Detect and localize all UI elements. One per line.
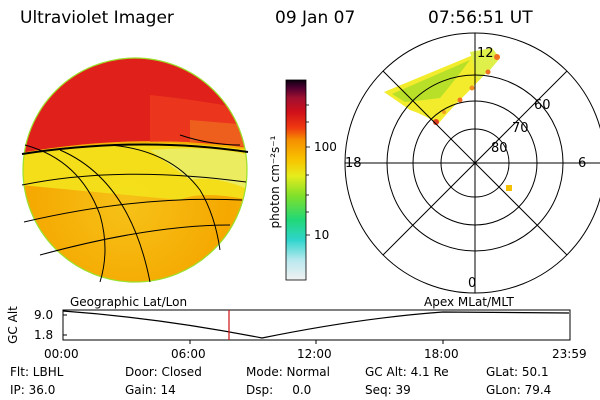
timeline-y-label: GC Alt xyxy=(5,306,20,344)
earth-disk-image xyxy=(23,58,247,282)
polar-mlt-0: 0 xyxy=(468,276,477,291)
polar-marker xyxy=(506,185,512,191)
timeline-left-title: Geographic Lat/Lon xyxy=(70,295,188,309)
info-mode: Mode: Normal xyxy=(246,365,330,379)
terminator-line xyxy=(21,143,249,155)
app-title: Ultraviolet Imager xyxy=(20,8,174,28)
colorbar-tick-100: 100 xyxy=(314,140,337,154)
date-label: 09 Jan 07 xyxy=(275,8,356,28)
altitude-curve xyxy=(62,310,570,339)
timeline-x-tick-0: 00:00 xyxy=(44,347,79,361)
info-seq: Seq: 39 xyxy=(365,383,411,397)
info-filter: Flt: LBHL xyxy=(10,365,64,379)
timeline-x-tick-3: 18:00 xyxy=(424,347,459,361)
polar-lat-80: 80 xyxy=(491,141,508,156)
info-ip: IP: 36.0 xyxy=(10,383,56,397)
info-glat: GLat: 50.1 xyxy=(486,365,549,379)
timeline-x-tick-1: 06:00 xyxy=(171,347,206,361)
info-gain: Gain: 14 xyxy=(125,383,176,397)
info-dsp: Dsp: 0.0 xyxy=(246,383,312,397)
info-door: Door: Closed xyxy=(125,365,202,379)
geo-grid xyxy=(21,134,247,283)
colorbar-tick-10: 10 xyxy=(314,228,330,242)
timeline-ticks xyxy=(63,314,444,344)
polar-auroral-image xyxy=(384,48,500,125)
time-label: 07:56:51 UT xyxy=(428,8,533,28)
polar-lat-60: 60 xyxy=(534,98,551,113)
timeline-right-title: Apex MLat/MLT xyxy=(424,295,514,309)
timeline-y-tick-bottom: 1.8 xyxy=(34,328,54,342)
info-gc-alt: GC Alt: 4.1 Re xyxy=(365,365,449,379)
info-glon: GLon: 79.4 xyxy=(486,383,552,397)
polar-mlt-18: 18 xyxy=(345,156,362,171)
polar-grid xyxy=(344,32,600,294)
polar-lat-70: 70 xyxy=(512,121,529,136)
timeline-y-tick-top: 9.0 xyxy=(34,308,54,322)
disk-limb xyxy=(22,57,248,283)
timeline-x-tick-4: 23:59 xyxy=(552,347,587,361)
colorbar-unit-label: photon cm⁻²s⁻¹ xyxy=(268,135,282,229)
color-bar-ticks xyxy=(306,104,310,236)
polar-mlt-6: 6 xyxy=(578,156,587,171)
polar-mlt-12: 12 xyxy=(477,46,494,61)
color-bar xyxy=(285,79,307,281)
timeline-x-tick-2: 12:00 xyxy=(297,347,332,361)
timeline-frame xyxy=(62,309,571,341)
